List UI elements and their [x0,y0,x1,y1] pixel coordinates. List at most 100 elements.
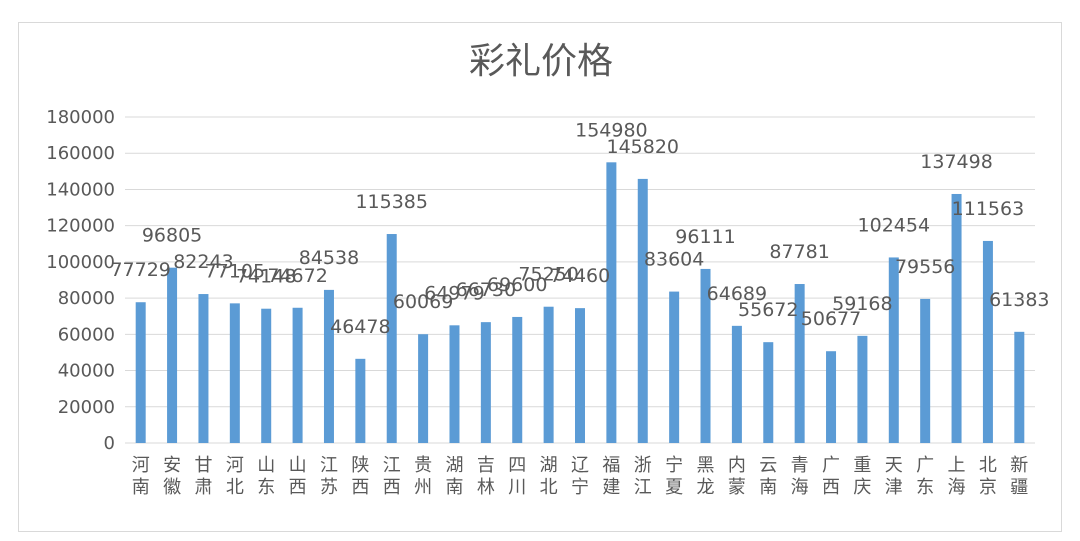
category-label: 湖北 [540,455,558,498]
bar [637,178,648,443]
bar [763,342,774,443]
bar [857,335,868,443]
data-label: 46478 [330,316,390,338]
y-tick-label: 100000 [46,252,115,273]
chart-title: 彩礼价格 [469,41,613,82]
data-label: 77105 [205,260,265,282]
bar [418,334,429,443]
category-label: 新疆 [1010,455,1028,498]
data-label: 64689 [707,283,767,305]
data-label: 115385 [355,191,428,213]
bar [480,322,491,443]
data-label: 61383 [989,289,1049,311]
bar [355,358,366,443]
bar [167,267,178,443]
category-label: 甘肃 [194,455,212,498]
data-label: 145820 [606,136,679,158]
y-tick-label: 40000 [58,361,115,382]
data-label: 83604 [644,249,704,271]
data-label: 84538 [299,247,359,269]
bar [920,298,931,443]
category-label: 宁夏 [665,455,683,498]
bars [135,162,1025,443]
data-label: 96805 [142,225,202,247]
bar [700,268,711,443]
category-label: 福建 [602,455,620,498]
data-label: 55672 [738,299,798,321]
y-axis-ticks: 0 20000 40000 60000 80000 100000 120000 140000 1… [46,107,115,454]
bar [606,162,617,443]
bar [386,234,397,443]
category-label: 内蒙 [728,455,746,498]
y-tick-label: 60000 [58,324,115,345]
category-label: 天津 [885,455,903,498]
y-tick-label: 0 [104,433,115,454]
category-label: 广东 [916,455,934,498]
bar [323,289,334,443]
bar [512,316,523,443]
chart: 彩礼价格 0 20000 40000 60000 80000 100000 120000 14… [46,41,1049,498]
data-label: 50677 [801,308,861,330]
category-label: 重庆 [853,455,871,498]
bar [135,302,146,443]
data-label: 77729 [110,259,170,281]
data-label: 87781 [769,241,829,263]
category-label: 山东 [257,455,275,498]
bar [229,303,240,443]
y-tick-label: 120000 [46,216,115,237]
category-label: 浙江 [634,455,652,498]
bar [669,291,680,443]
bar [198,294,209,443]
category-label: 河北 [226,455,244,498]
category-label: 青海 [791,455,809,498]
bar [826,351,837,443]
data-label: 137498 [920,151,993,173]
x-axis-categories: 河南安徽甘肃河北山东山西江苏陕西江西贵州湖南吉林四川湖北辽宁福建浙江宁夏黑龙内蒙… [132,455,1029,498]
bar [575,308,585,443]
bar [951,193,962,443]
data-label: 74672 [267,265,327,287]
data-label: 79556 [895,256,955,278]
category-label: 湖南 [445,455,463,498]
gridlines [125,116,1035,444]
bar [731,325,742,443]
data-label: 60069 [393,291,453,313]
data-label: 75250 [518,264,578,286]
bar [982,240,993,443]
data-label: 111563 [952,198,1025,220]
category-label: 广西 [822,455,840,498]
chart-frame: 彩礼价格 0 20000 40000 60000 80000 100000 120000 14… [18,22,1062,532]
data-label: 74460 [550,265,610,287]
data-label: 154980 [575,119,648,141]
bar [1014,331,1025,443]
data-label: 66730 [456,279,516,301]
category-label: 山西 [289,455,307,498]
data-label: 64979 [424,282,484,304]
category-label: 辽宁 [571,455,589,498]
category-label: 安徽 [163,455,181,498]
category-label: 四川 [508,455,526,498]
category-label: 上海 [948,455,966,498]
y-tick-label: 20000 [58,397,115,418]
y-tick-label: 180000 [46,107,115,128]
bar [794,284,805,443]
category-label: 贵州 [414,455,432,498]
category-label: 河南 [132,455,150,498]
data-label: 82243 [173,251,233,273]
bar [543,306,554,443]
category-label: 云南 [759,455,777,498]
bar [292,307,303,443]
category-label: 吉林 [477,455,495,498]
bar [888,257,899,443]
y-tick-label: 160000 [46,143,115,164]
data-label: 102454 [858,214,931,236]
category-label: 北京 [979,455,997,498]
bar [261,308,272,443]
category-label: 陕西 [351,455,369,498]
y-tick-label: 80000 [58,288,115,309]
data-label: 59168 [832,293,892,315]
data-label: 96111 [675,226,735,248]
bar [449,325,460,443]
category-label: 黑龙 [697,455,715,498]
